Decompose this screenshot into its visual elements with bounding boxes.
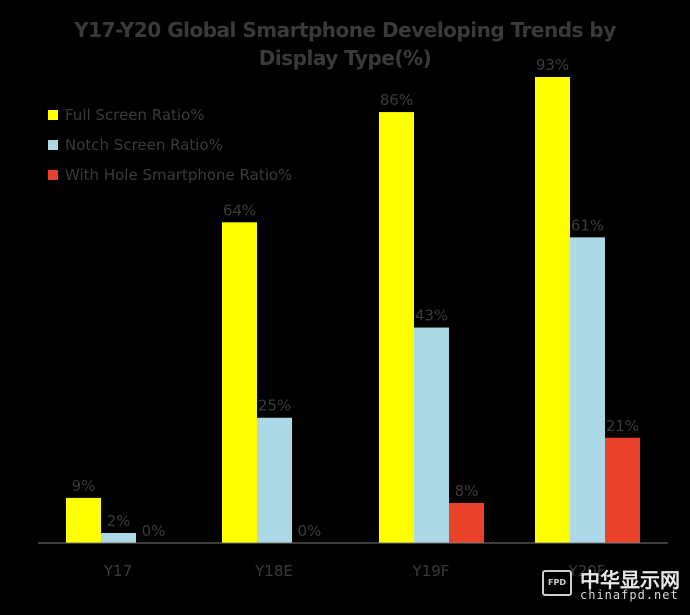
- legend-swatch-hole-smartphone: [48, 170, 58, 180]
- x-tick-label-y17: Y17: [103, 562, 132, 580]
- bar-y20f-series-1: [535, 77, 570, 543]
- x-tick-label-y18e: Y18E: [254, 562, 293, 580]
- data-label-y19f-series-2: 43%: [415, 307, 448, 325]
- data-label-y17-series-3: 0%: [142, 522, 166, 540]
- bar-y20f-series-3: [605, 437, 640, 543]
- legend-swatch-notch-screen: [48, 140, 58, 150]
- fpd-logo-icon: FPD: [542, 570, 572, 596]
- bar-y19f-series-3: [449, 502, 484, 543]
- x-tick-label-y19f: Y19F: [412, 562, 450, 580]
- legend-item-full-screen: Full Screen Ratio%: [48, 100, 292, 130]
- data-label-y17-series-1: 9%: [72, 477, 96, 495]
- legend-item-notch-screen: Notch Screen Ratio%: [48, 130, 292, 160]
- legend-label-notch-screen: Notch Screen Ratio%: [65, 136, 223, 154]
- data-label-y20f-series-3: 21%: [606, 417, 639, 435]
- data-label-y17-series-2: 2%: [107, 512, 131, 530]
- data-label-y18e-series-2: 25%: [258, 397, 291, 415]
- data-label-y18e-series-3: 0%: [298, 522, 322, 540]
- bar-y20f-series-2: [570, 237, 605, 543]
- data-label-y19f-series-3: 8%: [455, 482, 479, 500]
- bar-y19f-series-1: [379, 112, 414, 544]
- chart-title-line-1: Y17-Y20 Global Smartphone Developing Tre…: [74, 18, 616, 42]
- data-label-y18e-series-1: 64%: [223, 201, 256, 219]
- bar-y18e-series-2: [257, 417, 292, 543]
- bar-y17-series-2: [101, 532, 136, 543]
- data-label-y19f-series-1: 86%: [380, 91, 413, 109]
- x-tick-label-y20f: Y20F: [568, 562, 606, 580]
- legend-item-hole-smartphone: With Hole Smartphone Ratio%: [48, 160, 292, 190]
- chart-title-line-2: Display Type(%): [258, 46, 432, 70]
- bar-y19f-series-2: [414, 327, 449, 543]
- data-label-y20f-series-2: 61%: [571, 216, 604, 234]
- watermark-name: 中华显示网: [580, 568, 680, 592]
- legend-swatch-full-screen: [48, 110, 58, 120]
- legend-label-full-screen: Full Screen Ratio%: [65, 106, 205, 124]
- data-label-y20f-series-1: 93%: [536, 56, 569, 74]
- chart-legend: Full Screen Ratio% Notch Screen Ratio% W…: [48, 100, 292, 190]
- legend-label-hole-smartphone: With Hole Smartphone Ratio%: [65, 166, 293, 184]
- watermark: FPD 中华显示网 chinafpd.net: [542, 566, 682, 606]
- watermark-url: chinafpd.net: [580, 588, 679, 602]
- bar-y18e-series-1: [222, 222, 257, 543]
- bar-y17-series-1: [66, 497, 101, 543]
